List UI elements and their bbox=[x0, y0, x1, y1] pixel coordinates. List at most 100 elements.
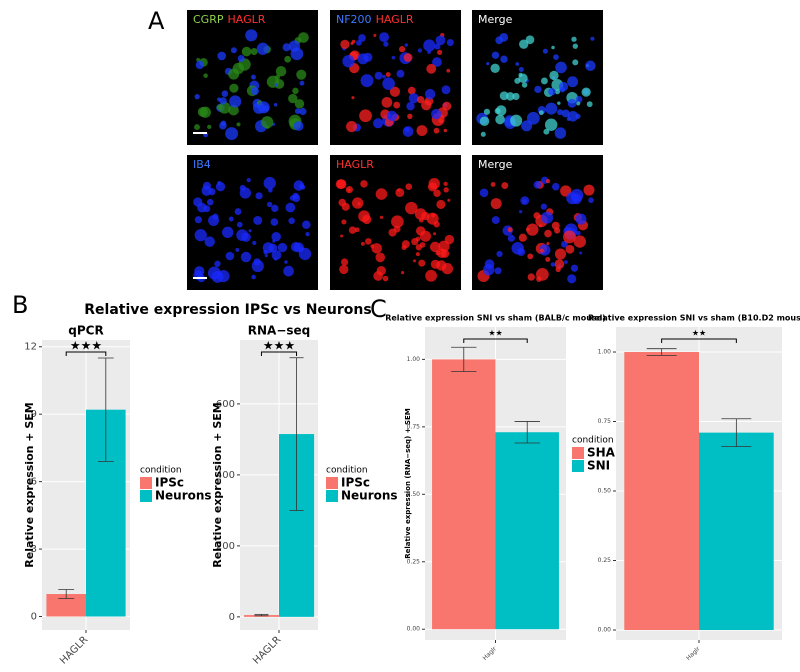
significance-label: ★★★ bbox=[70, 339, 102, 353]
cell bbox=[251, 74, 256, 80]
image-label: NF200 HAGLR bbox=[336, 13, 414, 26]
cell bbox=[340, 234, 344, 238]
y-tick-label: 0 bbox=[229, 612, 235, 623]
cell bbox=[219, 97, 227, 105]
cell bbox=[486, 62, 490, 66]
panel-label: A bbox=[148, 7, 165, 35]
cell bbox=[252, 240, 257, 246]
cell bbox=[379, 32, 390, 43]
cell bbox=[539, 248, 544, 253]
cell bbox=[299, 80, 305, 86]
cell bbox=[444, 234, 455, 245]
cell bbox=[342, 54, 355, 68]
cell bbox=[283, 265, 294, 277]
significance-bracket bbox=[65, 351, 107, 356]
cell bbox=[345, 186, 353, 194]
cell bbox=[551, 45, 555, 50]
label-part: IB4 bbox=[193, 158, 211, 171]
label-part: CGRP bbox=[193, 13, 224, 26]
cell bbox=[432, 57, 442, 67]
cell bbox=[585, 60, 596, 71]
cell bbox=[290, 47, 304, 61]
cell bbox=[490, 182, 496, 187]
cell bbox=[292, 87, 299, 95]
cell bbox=[266, 201, 273, 208]
micrograph bbox=[187, 155, 318, 290]
cell bbox=[351, 96, 355, 100]
cell bbox=[499, 91, 509, 101]
y-tick-label: 0.75 bbox=[598, 418, 612, 425]
legend-swatch bbox=[140, 477, 152, 489]
y-tick-label: 0.75 bbox=[407, 423, 421, 430]
bar bbox=[624, 352, 699, 630]
y-tick-label: 0.50 bbox=[598, 488, 612, 495]
significance-label: ★★ bbox=[488, 329, 502, 338]
cell bbox=[491, 51, 500, 59]
cell bbox=[261, 116, 274, 129]
y-tick-label: 400 bbox=[216, 470, 235, 481]
legend-label: IPSc bbox=[341, 476, 370, 490]
cell bbox=[567, 98, 577, 108]
cell bbox=[441, 85, 451, 95]
legend-label: SNI bbox=[587, 459, 610, 473]
cell bbox=[277, 242, 288, 253]
cell bbox=[539, 244, 551, 256]
label-part: Merge bbox=[478, 158, 513, 171]
cell bbox=[418, 217, 424, 223]
cell bbox=[288, 93, 298, 104]
cell bbox=[220, 120, 227, 126]
cell bbox=[407, 86, 416, 95]
cell bbox=[250, 87, 259, 96]
cell bbox=[534, 85, 542, 94]
cell bbox=[583, 184, 595, 196]
cell bbox=[406, 101, 415, 111]
cell bbox=[500, 55, 508, 63]
cell bbox=[527, 273, 535, 281]
cell bbox=[544, 229, 552, 238]
cell bbox=[433, 221, 440, 228]
cell bbox=[230, 47, 237, 54]
chart-title: Relative expression SNI vs sham (BALB/c … bbox=[385, 314, 606, 323]
y-tick-label: 0.50 bbox=[407, 491, 421, 498]
cell bbox=[271, 232, 281, 242]
cell bbox=[554, 259, 565, 269]
cell bbox=[414, 208, 427, 220]
cell bbox=[433, 232, 437, 236]
cell bbox=[294, 99, 305, 109]
y-axis-label: Relative expression + SEM bbox=[23, 402, 36, 567]
cell bbox=[567, 274, 577, 284]
cell bbox=[484, 259, 495, 269]
cell bbox=[229, 83, 239, 93]
cell bbox=[443, 128, 448, 133]
cell bbox=[288, 217, 295, 225]
y-axis-label: Relative expression (RNA−seq) + SEM bbox=[404, 408, 412, 559]
cell bbox=[533, 212, 541, 219]
y-axis-label: Relative expression + SEM bbox=[211, 402, 224, 567]
y-tick-label: 0.25 bbox=[598, 557, 612, 564]
cell bbox=[545, 102, 558, 115]
cell bbox=[274, 83, 278, 87]
cell bbox=[275, 74, 280, 80]
cell bbox=[548, 88, 556, 96]
cell bbox=[382, 275, 389, 282]
cell bbox=[538, 224, 543, 228]
cell bbox=[388, 228, 397, 237]
cell bbox=[579, 251, 583, 255]
legend-swatch bbox=[140, 490, 152, 502]
y-tick-label: 200 bbox=[216, 541, 235, 552]
cell bbox=[446, 68, 451, 73]
cell bbox=[365, 238, 372, 245]
legend-swatch bbox=[326, 490, 338, 502]
cell bbox=[360, 241, 365, 246]
cell bbox=[298, 183, 305, 189]
cell bbox=[255, 192, 263, 200]
cell bbox=[236, 122, 241, 127]
cell bbox=[401, 271, 405, 275]
image-label: IB4 bbox=[193, 158, 211, 171]
cell bbox=[194, 216, 202, 224]
cell bbox=[391, 55, 396, 60]
cell bbox=[515, 62, 520, 66]
cell bbox=[540, 203, 547, 210]
cell bbox=[298, 32, 309, 43]
